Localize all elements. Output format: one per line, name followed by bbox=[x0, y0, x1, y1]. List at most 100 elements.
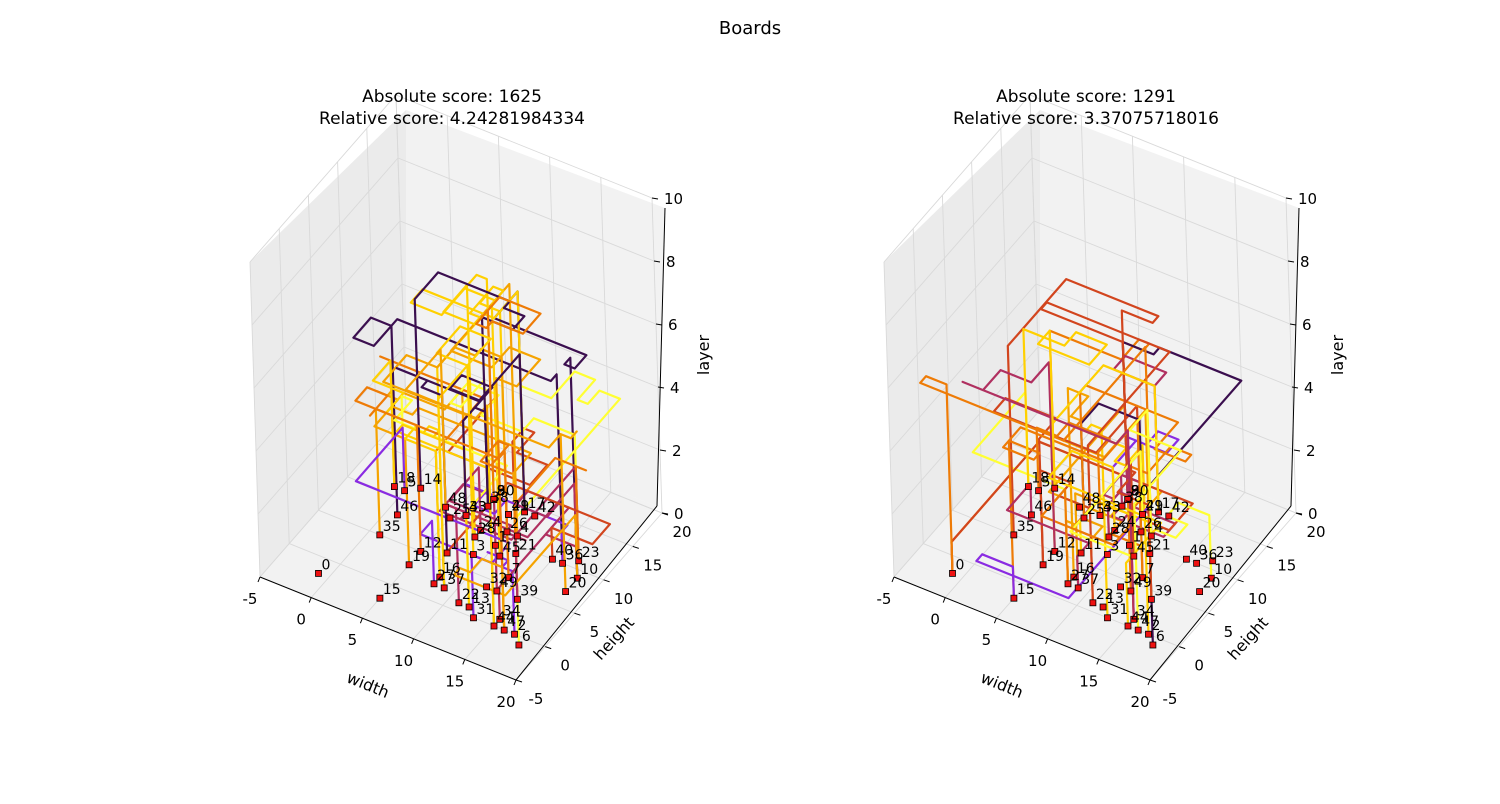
pin-label: 29 bbox=[512, 498, 530, 514]
pin-label: 10 bbox=[580, 562, 598, 578]
x-tick bbox=[1096, 659, 1100, 665]
pin-marker bbox=[1035, 487, 1042, 495]
pin-label: 20 bbox=[569, 576, 587, 592]
x-axis-line bbox=[893, 576, 1151, 681]
y-tick bbox=[1237, 579, 1244, 583]
pin-marker bbox=[442, 503, 450, 511]
y-tick-label: 0 bbox=[560, 657, 570, 675]
x-axis-line bbox=[259, 576, 517, 681]
subplot-title-line: Absolute score: 1291 bbox=[996, 87, 1176, 107]
y-tick-label: 10 bbox=[1248, 590, 1267, 608]
grid-line-z bbox=[883, 94, 1287, 263]
pin-label: 39 bbox=[1154, 583, 1172, 599]
pin-label: 15 bbox=[383, 582, 401, 598]
x-axis-label: width bbox=[344, 668, 392, 702]
pin-label: 18 bbox=[397, 471, 415, 487]
pin-label: 40 bbox=[555, 543, 573, 559]
wire bbox=[513, 456, 588, 600]
y-tick-label: -5 bbox=[1163, 690, 1178, 708]
wire bbox=[1128, 408, 1183, 631]
pin-label: 2 bbox=[518, 618, 527, 634]
axes bbox=[259, 207, 666, 681]
pin-label: 12 bbox=[1058, 535, 1076, 551]
pin-marker bbox=[1039, 561, 1047, 569]
pin-marker bbox=[471, 533, 479, 541]
z-tick-label: 2 bbox=[672, 442, 682, 460]
pin-marker bbox=[1117, 583, 1124, 591]
pin-marker bbox=[1137, 528, 1145, 536]
y-tick-label: 15 bbox=[643, 556, 662, 574]
pin-label: 27 bbox=[437, 568, 455, 584]
wire bbox=[404, 348, 578, 592]
pin-marker bbox=[496, 615, 504, 623]
grid-line-z bbox=[885, 157, 1289, 326]
pin-marker bbox=[376, 531, 384, 539]
y-tick bbox=[1266, 545, 1273, 549]
pin-marker bbox=[511, 630, 518, 638]
pin-label: 48 bbox=[449, 491, 467, 507]
pin-marker bbox=[1096, 512, 1104, 519]
pin-label: 44 bbox=[497, 610, 515, 626]
pin-marker bbox=[1124, 622, 1132, 630]
pin-label: 17 bbox=[1162, 496, 1180, 512]
wire bbox=[1006, 278, 1160, 535]
pin-label: 21 bbox=[519, 538, 537, 554]
pin-label: 23 bbox=[1216, 545, 1234, 561]
x-tick bbox=[993, 618, 997, 624]
pin-marker bbox=[1089, 599, 1097, 607]
pin-label: 13 bbox=[1106, 591, 1124, 607]
pin-marker bbox=[1147, 532, 1155, 540]
pin-label: 2 bbox=[1152, 618, 1161, 634]
pin-label: 45 bbox=[1137, 540, 1155, 556]
wires bbox=[919, 278, 1243, 646]
pin-label: 14 bbox=[424, 472, 442, 488]
z-axis-line bbox=[656, 207, 666, 507]
pin-label: 35 bbox=[383, 519, 401, 535]
x-tick bbox=[308, 597, 312, 603]
wire bbox=[919, 345, 1153, 574]
z-tick-label: 2 bbox=[1306, 442, 1316, 460]
y-tick bbox=[515, 679, 523, 683]
pin-label: 29 bbox=[1146, 498, 1164, 514]
x-tick-label: 10 bbox=[1028, 652, 1047, 670]
wire bbox=[435, 325, 492, 588]
pin-label: 4 bbox=[520, 520, 529, 536]
pin-marker bbox=[1146, 550, 1154, 557]
pin-label: 23 bbox=[582, 545, 600, 561]
wire bbox=[475, 296, 542, 500]
grid-line-z bbox=[255, 283, 659, 452]
z-tick bbox=[653, 260, 661, 263]
pin-label: 28 bbox=[478, 521, 496, 537]
pin-marker bbox=[490, 622, 498, 630]
wire bbox=[1069, 450, 1213, 579]
pin-marker bbox=[513, 532, 521, 540]
pin-marker bbox=[483, 583, 491, 591]
pin-label: 9 bbox=[1131, 484, 1140, 500]
pin-label: 5 bbox=[1042, 475, 1051, 491]
y-tick-label: 5 bbox=[590, 623, 600, 641]
pin-marker bbox=[1076, 503, 1083, 511]
pin-marker bbox=[1010, 531, 1018, 539]
z-tick bbox=[1295, 512, 1303, 515]
pin-marker bbox=[446, 514, 454, 522]
z-tick-label: 0 bbox=[674, 505, 684, 523]
y-tick bbox=[1179, 646, 1186, 650]
x-tick bbox=[359, 618, 363, 624]
x-tick bbox=[891, 576, 895, 583]
grid-line-z bbox=[249, 94, 653, 263]
pin-marker bbox=[1130, 552, 1138, 560]
pin-label: 7 bbox=[1146, 562, 1155, 578]
pin-label: 26 bbox=[1144, 516, 1162, 532]
pin-marker bbox=[443, 549, 451, 557]
x-tick bbox=[1147, 679, 1151, 686]
y-tick-label: 10 bbox=[614, 590, 633, 608]
pin-label: 48 bbox=[1083, 491, 1101, 507]
pin-marker bbox=[1139, 574, 1146, 582]
z-tick-label: 10 bbox=[664, 190, 683, 208]
wire bbox=[1022, 328, 1108, 489]
pane-left-wall bbox=[884, 110, 1040, 577]
pin-label: 6 bbox=[1156, 629, 1165, 645]
wire bbox=[513, 370, 622, 646]
